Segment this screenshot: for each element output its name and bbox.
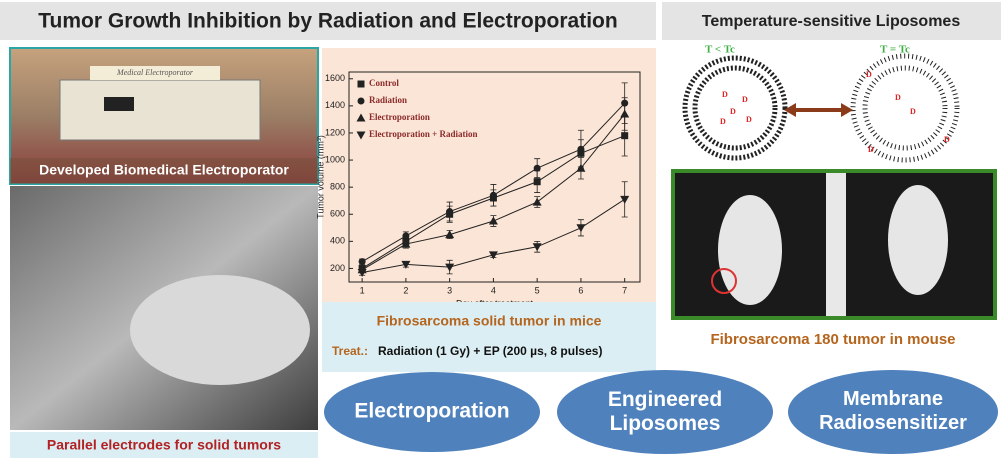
legend-label: Electroporation [369, 112, 430, 122]
side-title: Temperature-sensitive Liposomes [702, 13, 961, 30]
y-tick-label: 400 [330, 236, 345, 246]
drug-label: D [722, 90, 728, 99]
drug-label: D [720, 117, 726, 126]
marker [402, 232, 409, 239]
mouse-left [718, 195, 782, 305]
bottom-caption: Parallel electrodes for solid tumors [47, 437, 281, 453]
x-tick-label: 6 [578, 285, 583, 295]
liposome-label: T = Tc [880, 44, 910, 56]
marker [534, 178, 541, 185]
y-tick-label: 1400 [325, 100, 345, 110]
y-axis-label: Tumor volume (mm³) [315, 135, 325, 219]
legend-label: Electroporation + Radiation [369, 129, 477, 139]
treat-label: Treat.: [332, 344, 368, 358]
device-body [60, 80, 260, 140]
x-tick-label: 7 [622, 285, 627, 295]
device-display [104, 97, 134, 111]
legend-marker [358, 81, 365, 88]
chart-caption: Fibrosarcoma solid tumor in mice [377, 313, 602, 329]
drug-label: D [746, 115, 752, 124]
liposome-label: T < Tc [705, 44, 735, 56]
slide: Tumor Growth Inhibition by Radiation and… [0, 0, 1001, 460]
y-tick-label: 1600 [325, 73, 345, 83]
drug-label: D [895, 93, 901, 102]
marker [359, 258, 366, 265]
marker [577, 146, 584, 153]
legend-label: Control [369, 78, 399, 88]
legend-marker [358, 98, 365, 105]
mouse-right [888, 185, 948, 295]
drug-label: D [866, 70, 872, 79]
drug-label: D [730, 107, 736, 116]
x-tick-label: 1 [360, 285, 365, 295]
x-tick-label: 3 [447, 285, 452, 295]
mouse-shape [130, 275, 310, 385]
drug-label: D [742, 95, 748, 104]
device-label: Medical Electroporator [116, 68, 194, 77]
marker [534, 165, 541, 172]
x-tick-label: 4 [491, 285, 496, 295]
drug-label: D [868, 145, 874, 154]
y-tick-label: 200 [330, 263, 345, 273]
treat-text: Radiation (1 Gy) + EP (200 µs, 8 pulses) [378, 344, 602, 358]
legend-label: Radiation [369, 95, 407, 105]
y-tick-label: 1200 [325, 127, 345, 137]
x-tick-label: 2 [403, 285, 408, 295]
drug-label: D [910, 107, 916, 116]
y-tick-label: 1000 [325, 154, 345, 164]
y-tick-label: 600 [330, 209, 345, 219]
marker [621, 132, 628, 139]
drug-label: D [944, 135, 950, 144]
topic-label: Electroporation [354, 400, 509, 423]
y-tick-label: 800 [330, 182, 345, 192]
marker [490, 192, 497, 199]
x-tick-label: 5 [535, 285, 540, 295]
photo-caption: Developed Biomedical Electroporator [39, 162, 289, 178]
marker [446, 208, 453, 215]
ruler [826, 173, 846, 316]
mouse-caption: Fibrosarcoma 180 tumor in mouse [710, 331, 955, 348]
slide-title: Tumor Growth Inhibition by Radiation and… [38, 10, 617, 33]
